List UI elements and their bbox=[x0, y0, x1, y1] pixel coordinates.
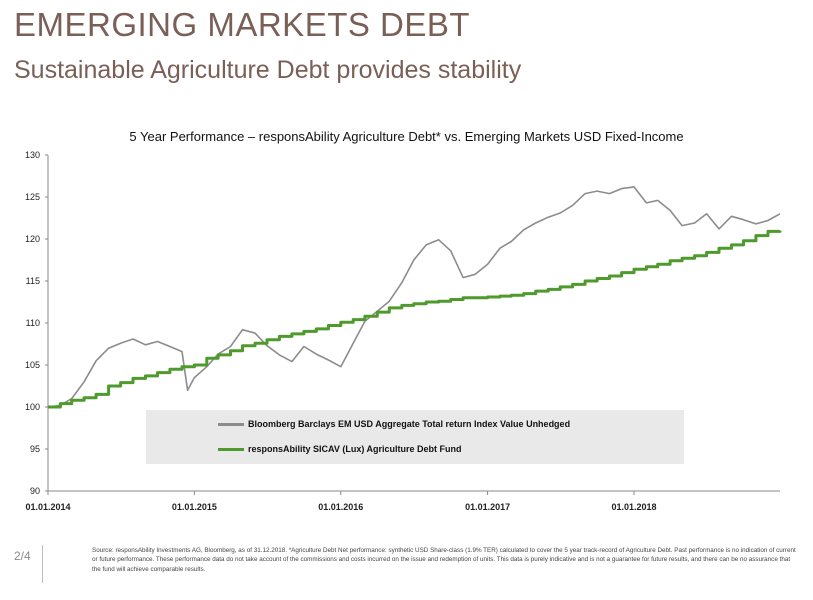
legend-swatch-index bbox=[218, 422, 244, 426]
page-subtitle: Sustainable Agriculture Debt provides st… bbox=[14, 56, 522, 84]
x-axis-ticks: 01.01.2014 01.01.2015 01.01.2016 01.01.2017… bbox=[25, 491, 657, 512]
x-tick-label: 01.01.2017 bbox=[465, 502, 510, 512]
source-footnote: Source: responsAbility Investments AG, B… bbox=[92, 547, 796, 573]
y-tick-label: 125 bbox=[25, 192, 40, 202]
y-tick-label: 95 bbox=[30, 444, 40, 454]
footer-divider bbox=[42, 545, 43, 583]
y-tick-label: 105 bbox=[25, 360, 40, 370]
legend-swatch-fund bbox=[218, 447, 244, 451]
legend-item-fund: responsAbility SICAV (Lux) Agriculture D… bbox=[146, 444, 462, 454]
legend-label-fund: responsAbility SICAV (Lux) Agriculture D… bbox=[248, 444, 462, 454]
legend-item-index: Bloomberg Barclays EM USD Aggregate Tota… bbox=[146, 419, 570, 429]
y-tick-label: 130 bbox=[25, 150, 40, 160]
y-axis-ticks: 90 95 100 105 110 115 120 125 130 bbox=[25, 150, 48, 496]
x-tick-label: 01.01.2016 bbox=[318, 502, 363, 512]
page-number: 2/4 bbox=[14, 549, 31, 563]
x-tick-label: 01.01.2018 bbox=[611, 502, 656, 512]
y-tick-label: 90 bbox=[30, 486, 40, 496]
y-tick-label: 120 bbox=[25, 234, 40, 244]
series-line-fund bbox=[48, 229, 782, 409]
x-tick-label: 01.01.2015 bbox=[172, 502, 217, 512]
x-tick-label: 01.01.2014 bbox=[25, 502, 70, 512]
y-tick-label: 110 bbox=[26, 318, 40, 328]
chart-title: 5 Year Performance – responsAbility Agri… bbox=[129, 129, 684, 144]
y-tick-label: 115 bbox=[26, 276, 40, 286]
chart-series bbox=[47, 186, 782, 409]
chart-legend: Bloomberg Barclays EM USD Aggregate Tota… bbox=[146, 410, 684, 464]
legend-label-index: Bloomberg Barclays EM USD Aggregate Tota… bbox=[248, 419, 571, 429]
page-title: EMERGING MARKETS DEBT bbox=[14, 6, 471, 43]
y-tick-label: 100 bbox=[25, 402, 40, 412]
series-line-index bbox=[47, 186, 781, 408]
